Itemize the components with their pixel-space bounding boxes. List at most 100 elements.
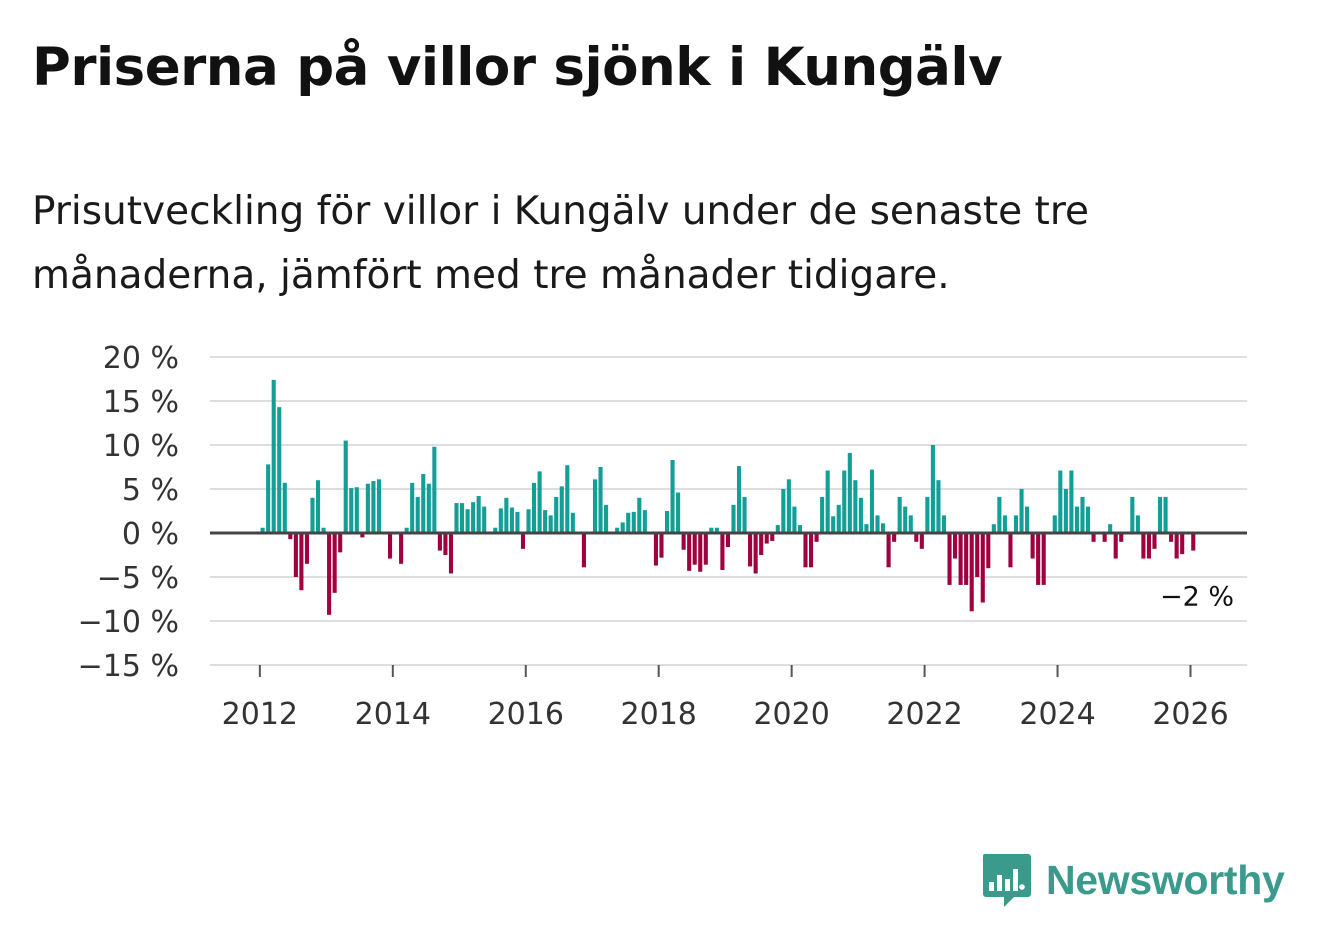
bar bbox=[759, 533, 764, 555]
bar bbox=[282, 482, 287, 533]
x-tick-label: 2012 bbox=[222, 697, 298, 732]
bar bbox=[509, 507, 514, 533]
bar bbox=[1030, 533, 1035, 559]
bar bbox=[548, 515, 553, 533]
x-tick-label: 2018 bbox=[621, 697, 697, 732]
bar bbox=[426, 483, 431, 533]
bar bbox=[260, 527, 265, 533]
bar bbox=[620, 522, 625, 533]
bar bbox=[1041, 533, 1046, 585]
bar bbox=[271, 379, 276, 533]
bar bbox=[471, 502, 476, 533]
bar bbox=[692, 533, 697, 565]
bar bbox=[515, 511, 520, 533]
bar bbox=[886, 533, 891, 568]
bar bbox=[1174, 533, 1179, 559]
bar bbox=[670, 459, 675, 533]
bar bbox=[797, 525, 803, 533]
bar bbox=[332, 533, 337, 593]
bar bbox=[1063, 489, 1068, 533]
bar bbox=[277, 407, 282, 533]
bar bbox=[642, 510, 647, 533]
bar bbox=[371, 481, 376, 533]
bar bbox=[1146, 533, 1151, 559]
bar bbox=[903, 506, 908, 533]
bar bbox=[310, 497, 315, 533]
bar bbox=[709, 527, 714, 533]
bar bbox=[681, 533, 686, 550]
bar bbox=[460, 503, 465, 533]
bar bbox=[498, 508, 503, 533]
bar bbox=[659, 533, 664, 558]
bar bbox=[1074, 506, 1079, 533]
bar bbox=[847, 452, 852, 533]
bar bbox=[299, 533, 304, 591]
bar bbox=[947, 533, 952, 585]
bar bbox=[504, 497, 509, 533]
bar bbox=[631, 511, 636, 533]
bar bbox=[731, 504, 736, 533]
bar bbox=[764, 533, 769, 544]
bar bbox=[327, 533, 332, 615]
bar bbox=[443, 533, 448, 555]
bar bbox=[454, 503, 459, 533]
bar bbox=[343, 440, 348, 533]
bar bbox=[1102, 533, 1107, 542]
bar bbox=[814, 533, 819, 542]
bar bbox=[476, 496, 481, 533]
bar bbox=[1108, 524, 1113, 533]
bar bbox=[1135, 515, 1140, 533]
y-tick-label: 15 % bbox=[103, 385, 179, 420]
bar bbox=[1113, 533, 1118, 559]
bar bbox=[1085, 506, 1091, 533]
bar bbox=[376, 479, 382, 533]
bar bbox=[482, 506, 487, 533]
bar bbox=[803, 533, 808, 568]
bar bbox=[365, 483, 370, 533]
bar bbox=[1080, 496, 1085, 533]
bar bbox=[1019, 489, 1024, 533]
bar bbox=[736, 466, 742, 533]
bar bbox=[399, 533, 404, 564]
bar bbox=[387, 533, 393, 559]
bar bbox=[858, 497, 863, 533]
bar bbox=[570, 512, 575, 533]
bar bbox=[687, 533, 692, 571]
bar bbox=[742, 496, 747, 533]
bar bbox=[919, 533, 924, 549]
bar bbox=[991, 524, 996, 533]
bar-chart: 20 %15 %10 %5 %0 %−5 %−10 %−15 % 2012 201… bbox=[78, 341, 1247, 732]
y-tick-label: 20 % bbox=[103, 341, 179, 376]
y-tick-label: 10 % bbox=[103, 429, 179, 464]
bar bbox=[415, 496, 420, 533]
bar bbox=[1130, 496, 1135, 533]
bar bbox=[304, 533, 309, 564]
y-tick-label: 5 % bbox=[122, 473, 179, 508]
bar bbox=[493, 527, 498, 533]
bar bbox=[1013, 515, 1019, 533]
bar bbox=[703, 533, 708, 565]
bar bbox=[676, 492, 681, 533]
bar bbox=[892, 533, 897, 542]
x-tick-label: 2026 bbox=[1152, 697, 1228, 732]
bar bbox=[293, 533, 298, 577]
bar bbox=[360, 533, 365, 538]
bar bbox=[1058, 470, 1063, 533]
bar bbox=[864, 524, 869, 533]
bar bbox=[753, 533, 758, 574]
bar bbox=[831, 516, 836, 533]
bar bbox=[437, 533, 442, 551]
bar bbox=[404, 527, 409, 533]
bar bbox=[559, 486, 564, 533]
bar bbox=[714, 527, 719, 533]
bar bbox=[1119, 533, 1124, 542]
bar bbox=[897, 496, 902, 533]
bar bbox=[770, 533, 775, 541]
bar bbox=[914, 533, 919, 542]
bar bbox=[653, 533, 658, 566]
bar bbox=[554, 496, 559, 533]
y-axis-labels: 20 % 15 % 10 % 5 % 0 % −5 % −10 % −15 % bbox=[78, 341, 179, 684]
brand-name: Newsworthy bbox=[1046, 856, 1285, 903]
bar bbox=[432, 446, 437, 533]
bar bbox=[637, 497, 642, 533]
